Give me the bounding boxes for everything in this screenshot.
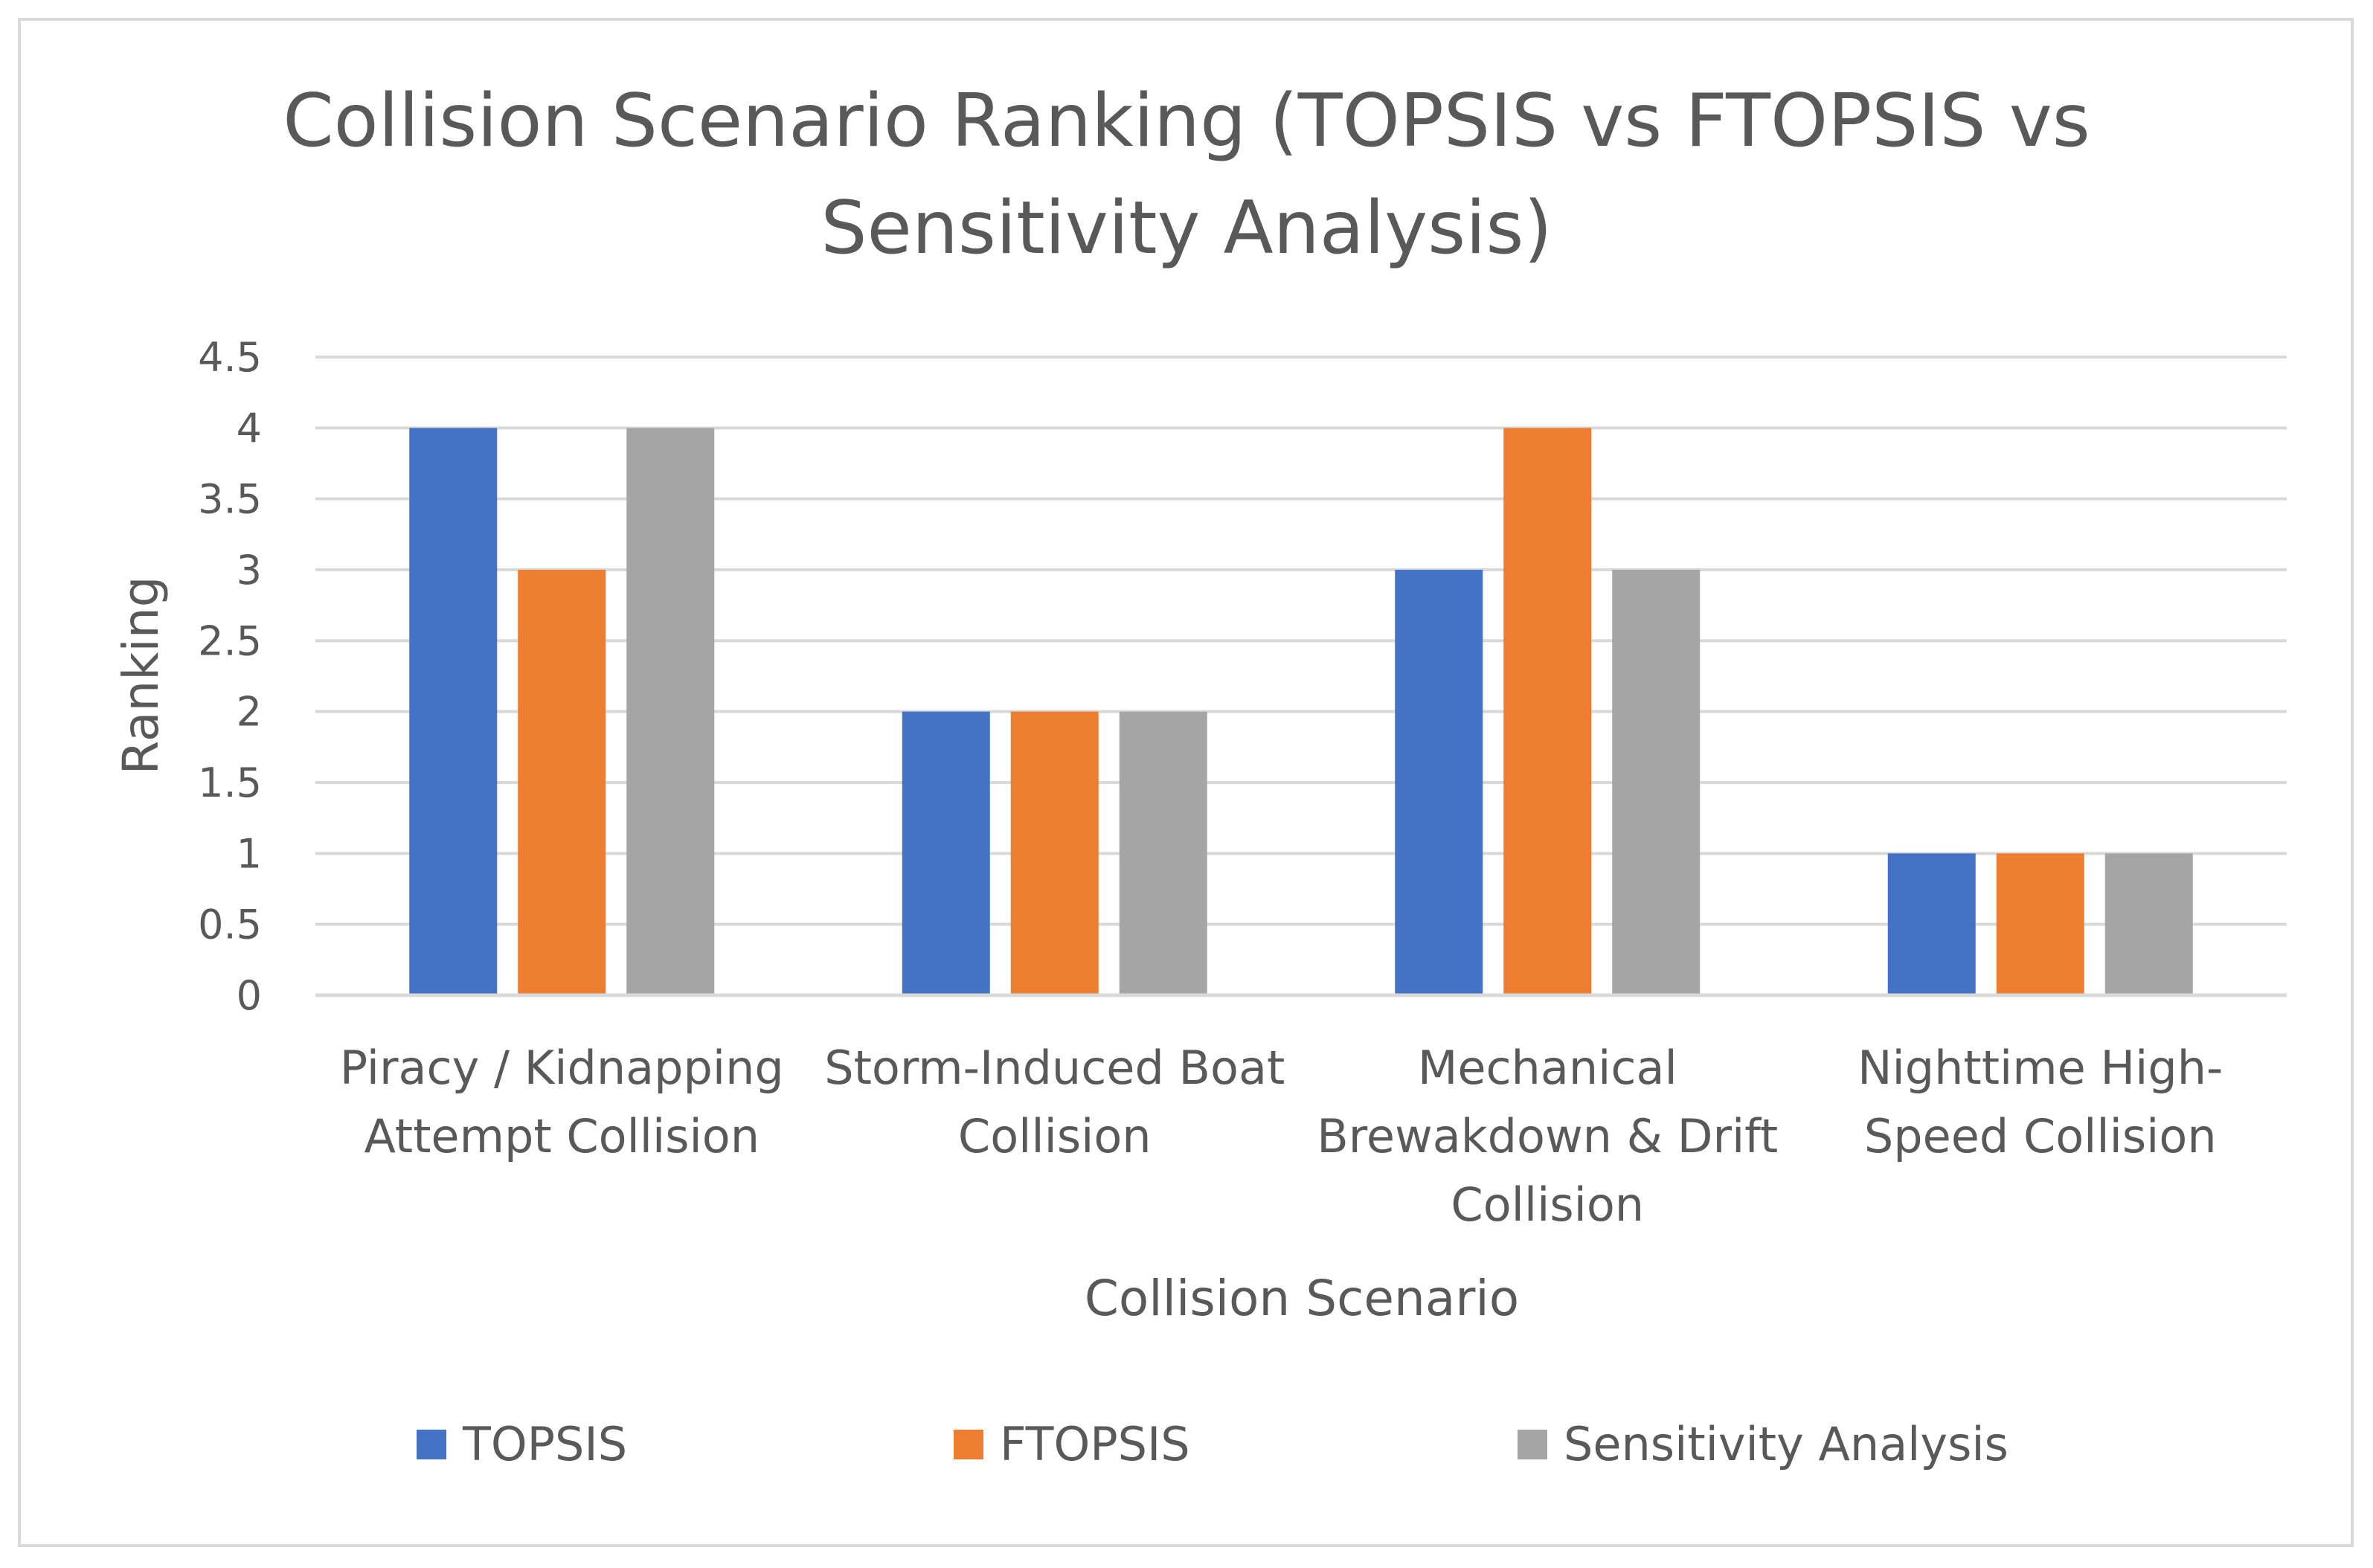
legend: TOPSIS FTOPSIS Sensitivity Analysis xyxy=(417,1417,2008,1471)
legend-label-sensitivity-analysis: Sensitivity Analysis xyxy=(1564,1417,2008,1471)
legend-swatch-topsis xyxy=(417,1430,446,1459)
category-label: Piracy / Kidnapping Attempt Collision xyxy=(340,1041,784,1163)
legend-label-topsis: TOPSIS xyxy=(462,1417,627,1471)
y-axis-title: Ranking xyxy=(112,576,170,775)
y-tick-label: 1.5 xyxy=(198,759,262,806)
bars xyxy=(409,428,2193,995)
bar-topsis xyxy=(1887,853,1976,995)
chart-title-line-2: Sensitivity Analysis) xyxy=(821,186,1552,271)
legend-swatch-sensitivity-analysis xyxy=(1518,1430,1547,1459)
bar-topsis xyxy=(409,428,498,995)
category-label: Nighttime High-Speed Collision xyxy=(1857,1041,2223,1163)
bar-ftopsis xyxy=(518,570,606,995)
category-labels: Piracy / Kidnapping Attempt Collision Stor… xyxy=(340,1041,2223,1232)
bar-ftopsis xyxy=(1503,428,1592,995)
y-tick-label: 0.5 xyxy=(198,902,262,948)
y-axis-ticks: 0 0.5 1 1.5 2 2.5 3 3.5 4 4.5 xyxy=(198,334,262,1019)
bar-sensitivity-analysis xyxy=(626,428,715,995)
bar-sensitivity-analysis xyxy=(1119,711,1207,995)
y-tick-label: 2.5 xyxy=(198,617,262,664)
legend-label-ftopsis: FTOPSIS xyxy=(1000,1417,1190,1471)
y-tick-label: 2 xyxy=(237,689,262,736)
chart-title-line-1: Collision Scenario Ranking (TOPSIS vs FT… xyxy=(283,79,2090,164)
y-tick-label: 4 xyxy=(237,405,262,452)
bar-topsis xyxy=(902,711,990,995)
bar-sensitivity-analysis xyxy=(1612,570,1701,995)
y-tick-label: 0 xyxy=(237,972,262,1019)
category-label: Mechanical Brewakdown & Drift Collision xyxy=(1317,1041,1778,1232)
chart-title: Collision Scenario Ranking (TOPSIS vs FT… xyxy=(283,79,2090,271)
x-axis-title: Collision Scenario xyxy=(1085,1270,1519,1327)
y-tick-label: 1 xyxy=(237,830,262,877)
legend-swatch-ftopsis xyxy=(954,1430,983,1459)
y-tick-label: 3.5 xyxy=(198,476,262,523)
bar-sensitivity-analysis xyxy=(2104,853,2193,995)
gridlines xyxy=(315,356,2287,926)
bar-ftopsis xyxy=(1996,853,2084,995)
bar-topsis xyxy=(1395,570,1483,995)
category-label: Storm-Induced Boat Collision xyxy=(824,1041,1285,1163)
y-tick-label: 3 xyxy=(237,547,262,594)
bar-ftopsis xyxy=(1010,711,1099,995)
y-tick-label: 4.5 xyxy=(198,334,262,381)
